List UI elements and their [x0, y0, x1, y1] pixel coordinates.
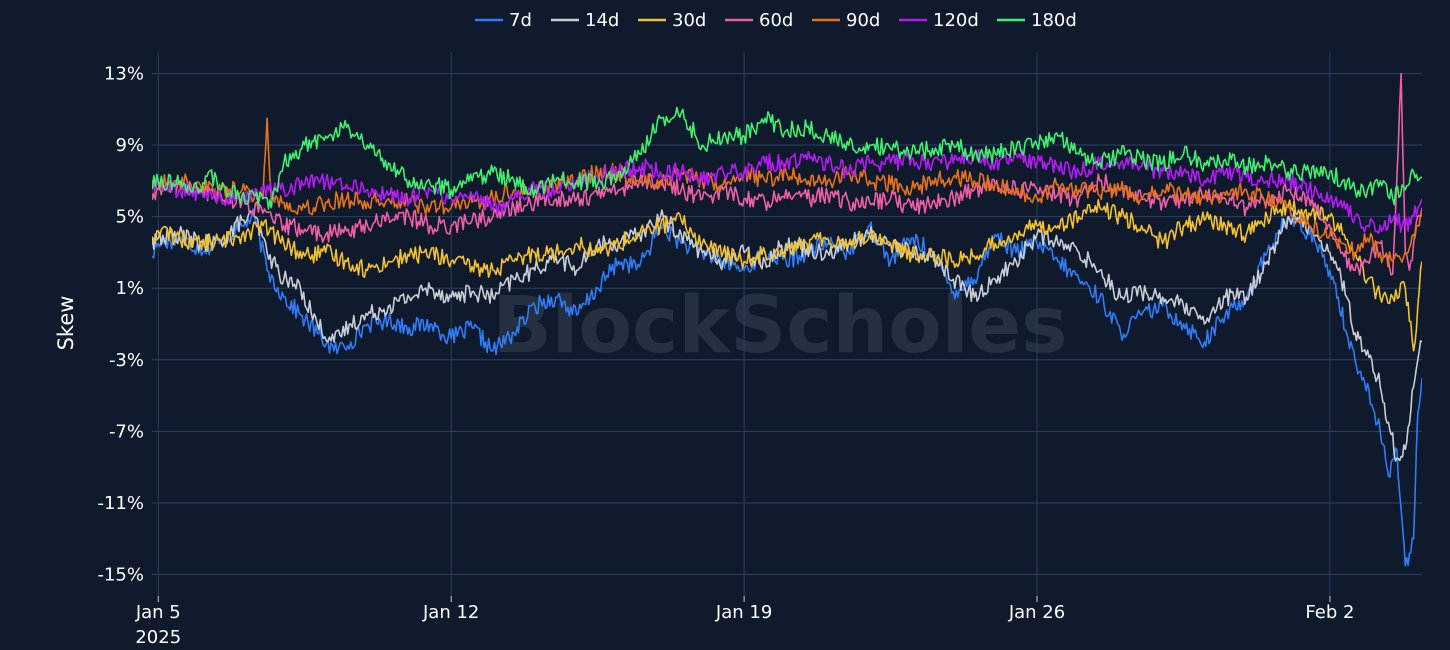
series-line-60d	[152, 72, 1422, 276]
grid	[152, 52, 1422, 596]
series-line-30d	[152, 199, 1422, 352]
y-axis-title: Skew	[54, 296, 78, 351]
legend-label-30d: 30d	[672, 10, 706, 31]
series-line-7d	[152, 208, 1422, 567]
y-tick-label: -7%	[109, 421, 144, 442]
series-line-120d	[152, 148, 1422, 235]
series-line-90d	[152, 117, 1422, 268]
y-tick-label: -11%	[97, 493, 144, 514]
y-tick-label: -3%	[109, 350, 144, 371]
x-tick-label: Jan 26	[1008, 602, 1065, 623]
y-tick-label: 9%	[115, 135, 144, 156]
x-tick-label: Jan 12	[422, 602, 479, 623]
x-tick-label: Feb 2	[1305, 602, 1354, 623]
legend-label-120d: 120d	[933, 10, 979, 31]
x-tick-label: Jan 19	[715, 602, 772, 623]
y-tick-label: 1%	[115, 278, 144, 299]
series-line-180d	[152, 106, 1422, 210]
y-tick-label: 13%	[104, 63, 144, 84]
y-axis: 13% 9% 5% 1% -3% -7% -11% -15%	[97, 63, 144, 585]
x-tick-sublabel: 2025	[135, 627, 181, 648]
watermark: BlockScholes	[492, 281, 1067, 371]
y-tick-label: -15%	[97, 565, 144, 586]
legend-label-180d: 180d	[1031, 10, 1077, 31]
legend-label-60d: 60d	[759, 10, 793, 31]
y-tick-label: 5%	[115, 207, 144, 228]
legend: 7d 14d 30d 60d 90d 120d 180d	[475, 10, 1077, 31]
x-axis: Jan 5 2025 Jan 12 Jan 19 Jan 26 Feb 2	[135, 596, 1354, 648]
x-tick-label: Jan 5	[135, 602, 181, 623]
legend-label-90d: 90d	[846, 10, 880, 31]
legend-label-14d: 14d	[585, 10, 619, 31]
legend-label-7d: 7d	[509, 10, 532, 31]
series-lines	[152, 72, 1422, 567]
